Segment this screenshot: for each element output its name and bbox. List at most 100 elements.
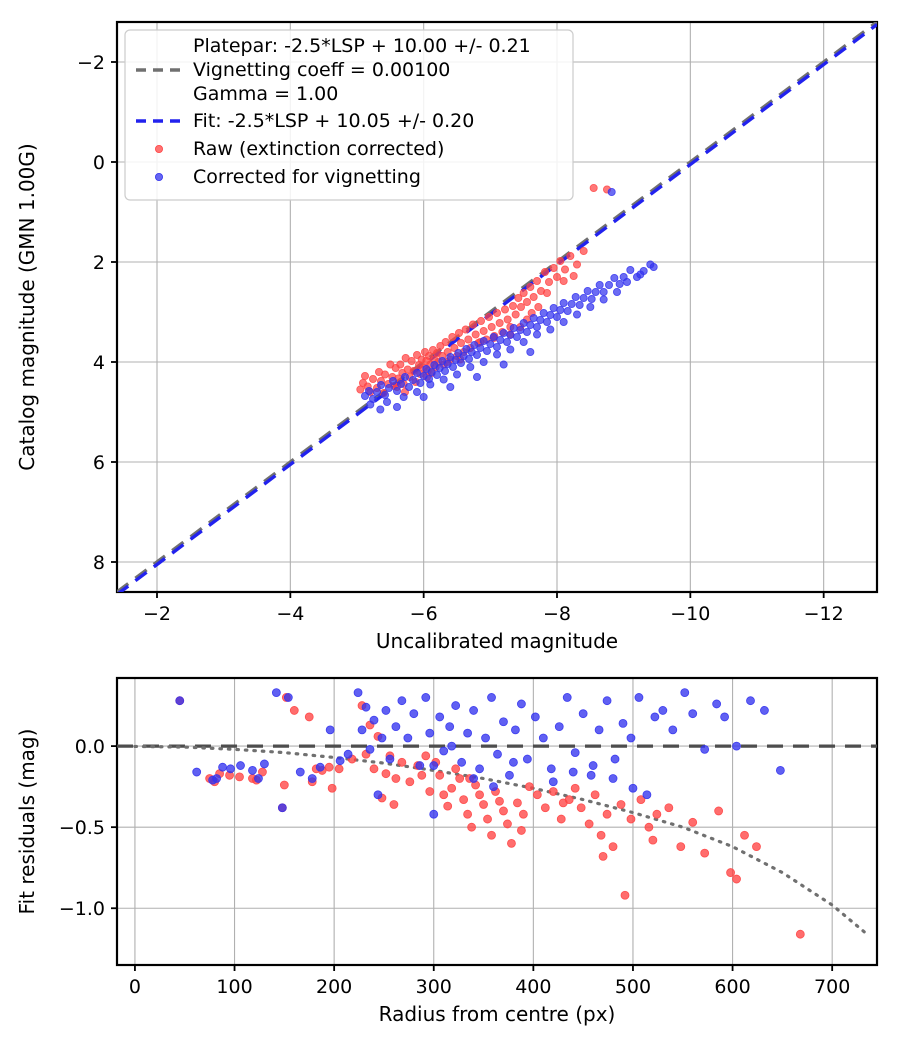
- scatter-point: [372, 387, 381, 396]
- residual-point: [307, 774, 317, 783]
- scatter-point: [468, 320, 477, 329]
- x-tick-label: 600: [714, 976, 750, 998]
- residual-point: [397, 757, 407, 767]
- scatter-point: [561, 265, 570, 274]
- scatter-point: [388, 376, 397, 385]
- fit-residuals-axes: 0 100 200 300 400 500 600 700 0.0 −0.5 −1.0 Radius …: [15, 676, 879, 1026]
- residual-point: [435, 770, 445, 780]
- fit-residuals-y-axis-title: Fit residuals (mag): [15, 729, 39, 915]
- legend-entry[interactable]: Vignetting coeff = 0.00100: [136, 59, 450, 81]
- y-tick-label: 4: [93, 352, 105, 374]
- residual-point: [451, 764, 461, 774]
- scatter-point: [416, 378, 425, 387]
- fit-residuals-gridlines: [117, 678, 877, 965]
- residual-point: [513, 798, 522, 808]
- scatter-point: [546, 325, 555, 334]
- legend-entry[interactable]: Fit: -2.5*LSP + 10.05 +/- 0.20: [136, 110, 474, 132]
- legend-entry[interactable]: Gamma = 1.00: [193, 83, 338, 105]
- scatter-point: [360, 371, 369, 380]
- x-tick-label: 100: [216, 976, 252, 998]
- residual-point: [279, 780, 289, 790]
- scatter-point: [412, 368, 421, 377]
- residual-point: [381, 706, 391, 715]
- residual-point: [608, 842, 618, 852]
- residual-point: [700, 744, 710, 754]
- scatter-point: [448, 332, 457, 341]
- residual-point: [481, 733, 490, 743]
- fit-line: [117, 22, 877, 592]
- scatter-point: [439, 375, 448, 384]
- scatter-point: [534, 302, 543, 311]
- residual-point: [530, 712, 540, 722]
- residual-point: [586, 770, 596, 780]
- scatter-point: [615, 279, 624, 288]
- scatter-point: [595, 280, 604, 289]
- residual-point: [652, 809, 662, 819]
- legend-entry[interactable]: Corrected for vignetting: [154, 166, 421, 188]
- legend-entry[interactable]: Raw (extinction corrected): [154, 138, 444, 160]
- residual-point: [650, 712, 660, 722]
- scatter-point: [484, 312, 493, 321]
- scatter-point: [446, 382, 455, 391]
- residual-point: [254, 774, 263, 783]
- residual-point: [499, 717, 508, 727]
- residual-point: [335, 756, 345, 766]
- x-tick-label: −2: [143, 603, 171, 625]
- scatter-point: [476, 316, 485, 325]
- scatter-point: [499, 328, 508, 337]
- scatter-point: [496, 335, 505, 344]
- scatter-point: [556, 305, 565, 314]
- fit-residuals-ticks: 0 100 200 300 400 500 600 700 0.0 −0.5 −1.0: [59, 736, 850, 998]
- scatter-point: [368, 374, 377, 383]
- residual-point: [752, 842, 761, 852]
- scatter-point: [486, 339, 495, 348]
- scatter-point: [571, 292, 580, 301]
- residual-point: [489, 782, 498, 792]
- residual-point: [668, 725, 678, 735]
- x-tick-label: 500: [615, 976, 651, 998]
- residual-point: [463, 728, 473, 738]
- scatter-point: [380, 370, 389, 379]
- scatter-point: [563, 306, 572, 315]
- scatter-point: [583, 286, 592, 295]
- scatter-point: [500, 305, 509, 314]
- fit-residuals-data-layer: [117, 688, 877, 939]
- residual-point: [570, 748, 580, 757]
- scatter-point: [649, 262, 658, 271]
- residual-point: [503, 819, 512, 829]
- scatter-point: [412, 387, 421, 396]
- residual-point: [538, 733, 548, 743]
- scatter-point: [591, 287, 600, 296]
- scatter-point: [479, 336, 488, 345]
- scatter-point: [461, 325, 470, 334]
- residual-point: [463, 809, 473, 819]
- residual-point: [712, 699, 722, 709]
- residual-point: [439, 790, 449, 800]
- scatter-point: [456, 338, 465, 347]
- residual-point: [304, 712, 314, 722]
- scatter-point: [575, 300, 584, 309]
- residual-point: [562, 693, 572, 702]
- residual-point: [658, 706, 668, 715]
- scatter-point: [471, 330, 480, 339]
- residual-point: [676, 842, 686, 852]
- residual-point: [421, 751, 431, 761]
- residual-point: [469, 774, 478, 783]
- scatter-point: [482, 346, 491, 355]
- residual-point: [315, 762, 325, 772]
- residual-point: [688, 709, 698, 719]
- magnitude-fit-y-axis-title: Catalog magnitude (GMN 1.00G): [15, 143, 39, 470]
- y-tick-label: −1.0: [59, 898, 105, 920]
- residual-point: [636, 795, 646, 805]
- scatter-point: [519, 318, 528, 327]
- residual-point: [469, 706, 478, 715]
- magnitude-fit-data-layer: [117, 22, 877, 592]
- residual-point: [487, 830, 496, 840]
- residual-point: [377, 733, 387, 743]
- scatter-point: [553, 312, 562, 321]
- residual-point: [616, 800, 626, 809]
- legend-entry[interactable]: Platepar: -2.5*LSP + 10.00 +/- 0.21: [193, 35, 531, 57]
- scatter-point: [356, 385, 365, 394]
- legend-entry-label: Platepar: -2.5*LSP + 10.00 +/- 0.21: [193, 35, 531, 57]
